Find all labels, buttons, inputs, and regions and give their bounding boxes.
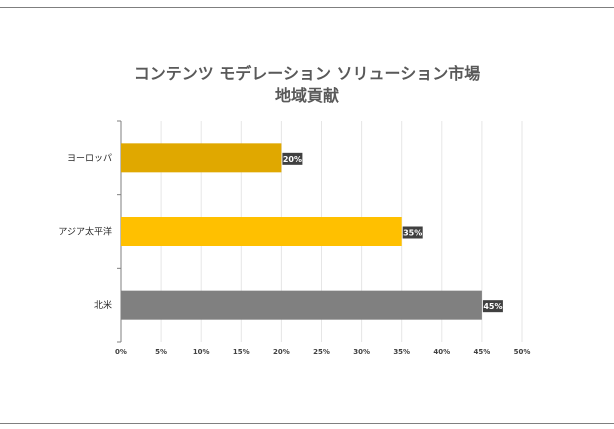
bar [121, 217, 402, 246]
data-label-box [402, 226, 423, 239]
bottom-divider [0, 423, 614, 424]
chart-title-line-2: 地域貢献 [274, 86, 339, 105]
x-tick-label: 20% [273, 348, 290, 356]
bar [121, 290, 482, 320]
x-tick-label: 50% [514, 348, 531, 356]
category-label: 北米 [94, 299, 112, 311]
bar [121, 143, 282, 173]
data-label-box [482, 300, 503, 313]
chart-title-line-1: コンテンツ モデレーション ソリューション市場 [133, 64, 481, 83]
x-tick-label: 35% [393, 348, 410, 356]
x-tick-label: 45% [474, 348, 491, 356]
data-label-box [282, 152, 303, 165]
data-label: 20% [283, 155, 302, 164]
x-tick-label: 10% [193, 348, 210, 356]
category-label: アジア太平洋 [58, 226, 112, 238]
x-tick-label: 0% [115, 348, 127, 356]
x-tick-label: 5% [155, 348, 167, 356]
data-label: 35% [403, 229, 422, 238]
x-tick-label: 15% [233, 348, 250, 356]
x-tick-label: 25% [313, 348, 330, 356]
category-label: ヨーロッパ [67, 153, 112, 164]
data-label: 45% [483, 302, 502, 311]
x-tick-label: 30% [353, 348, 370, 356]
x-tick-label: 40% [433, 348, 450, 356]
top-divider [0, 7, 614, 8]
